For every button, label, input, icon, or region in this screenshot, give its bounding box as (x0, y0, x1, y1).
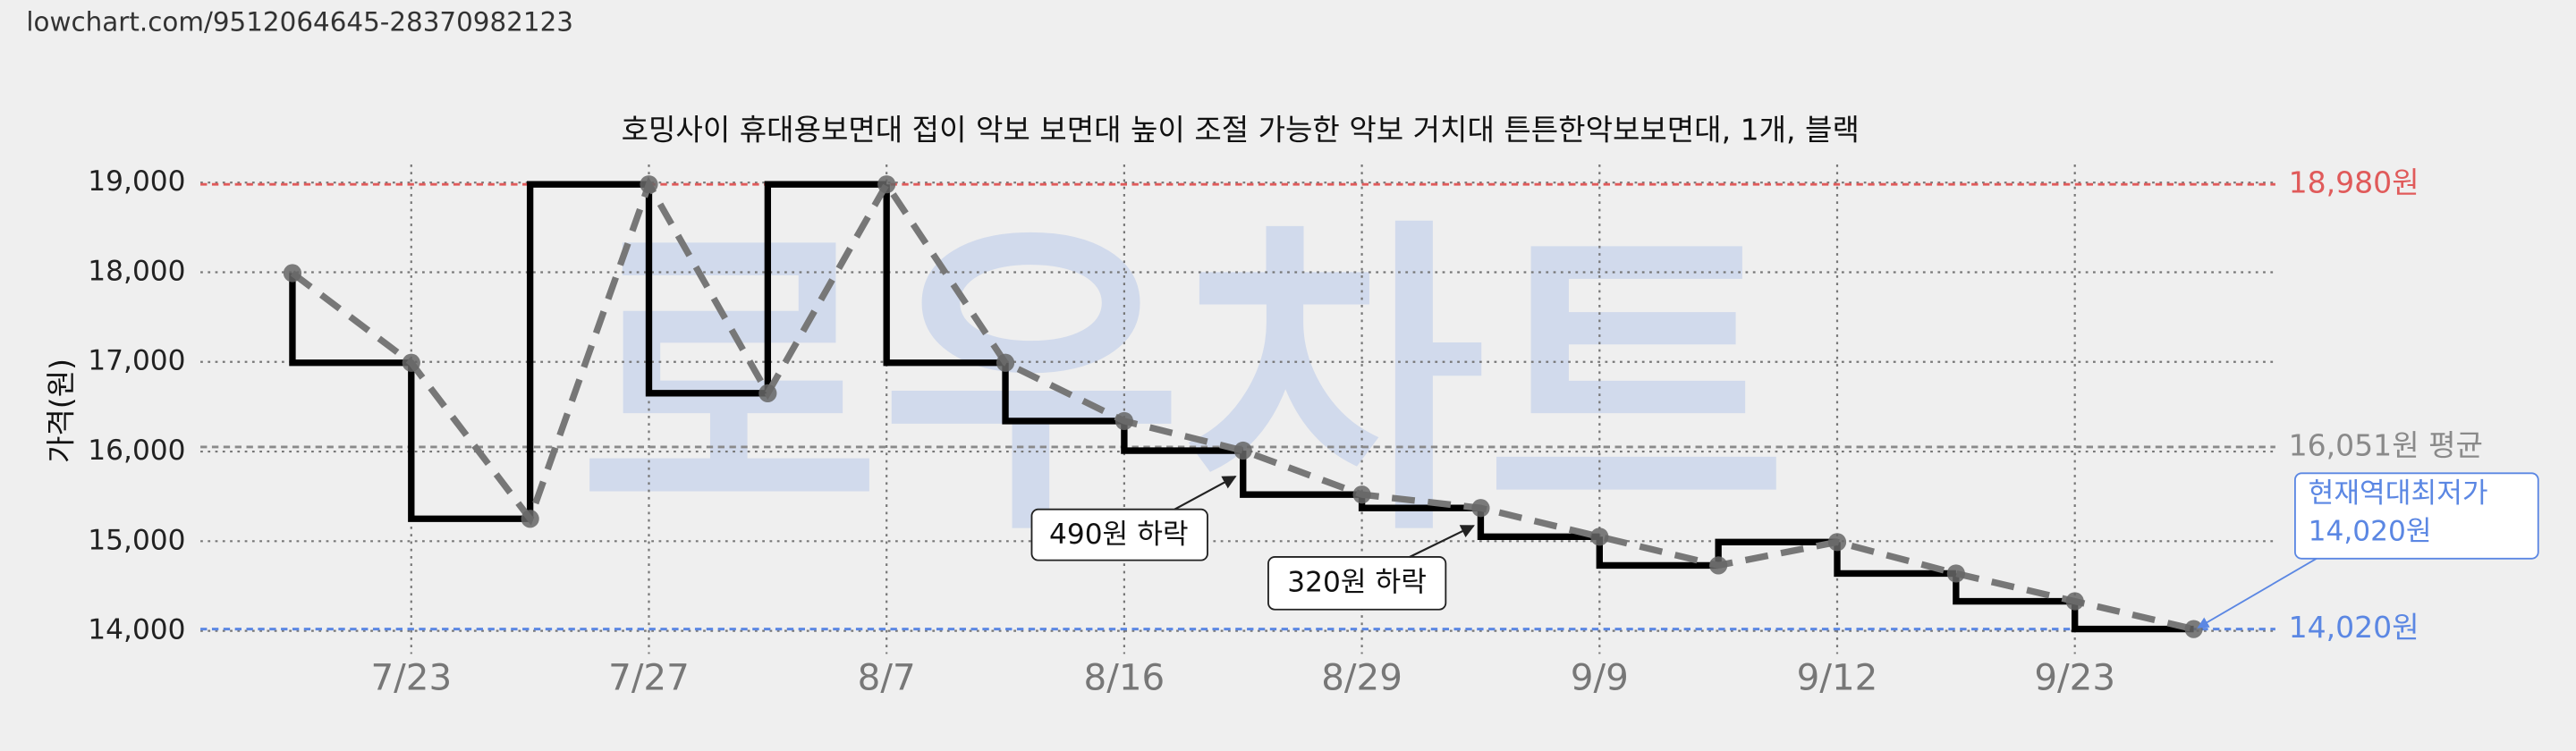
price-step (883, 184, 1006, 367)
price-point (402, 353, 420, 372)
price-step (289, 273, 411, 367)
x-tick-label: 8/7 (858, 656, 916, 699)
price-step (645, 184, 768, 397)
annotation-box (2294, 472, 2539, 560)
x-tick-label: 8/16 (1084, 656, 1165, 699)
annotation: 490원 하락 (1049, 519, 1189, 551)
x-tick-label: 9/12 (1797, 656, 1878, 699)
y-tick-label: 18,000 (88, 255, 185, 287)
price-point (1590, 527, 1609, 546)
price-step (1834, 542, 1956, 578)
y-tick-label: 17,000 (88, 345, 185, 377)
y-tick-label: 15,000 (88, 524, 185, 556)
price-step (1477, 508, 1600, 540)
price-step (2072, 601, 2194, 633)
price-point (877, 175, 896, 194)
price-point (1114, 411, 1133, 431)
y-axis-label: 가격(원) (43, 359, 78, 463)
price-point (1352, 485, 1371, 504)
price-step (1121, 420, 1243, 454)
price-point (2065, 592, 2084, 611)
annotation-arrow (1409, 525, 1475, 558)
reference-label: 18,980원 (2289, 165, 2419, 200)
y-tick-label: 14,000 (88, 614, 185, 646)
price-point (640, 175, 658, 194)
x-tick-label: 7/23 (370, 656, 452, 699)
annotation-arrow (2197, 558, 2318, 629)
x-tick-label: 9/9 (1571, 656, 1629, 699)
y-tick-label: 16,000 (88, 435, 185, 467)
chart-title: 호밍사이 휴대용보면대 접이 악보 보면대 높이 조절 가능한 악보 거치대 튼… (622, 113, 1860, 148)
price-point (1709, 556, 1728, 575)
price-step (1596, 536, 1719, 570)
plot (283, 175, 2203, 638)
annotation-box (1267, 556, 1447, 611)
annotation: 현재역대최저가 (2309, 477, 2488, 510)
price-point (283, 264, 302, 283)
url: lowchart.com/9512064645-28370982123 (26, 7, 573, 38)
price-step (526, 181, 649, 519)
price-step (408, 362, 530, 522)
price-step (1002, 362, 1124, 425)
x-tick-label: 9/23 (2034, 656, 2115, 699)
price-point (1471, 499, 1490, 518)
price-point (758, 384, 777, 402)
price-point (2184, 620, 2203, 638)
reference-label: 14,020원 (2289, 610, 2419, 645)
annotation-arrow (1174, 475, 1237, 511)
price-point (1233, 441, 1252, 460)
price-point (996, 353, 1015, 372)
annotation-box (1030, 508, 1208, 561)
x-tick-label: 8/29 (1321, 656, 1402, 699)
reference-label: 16,051원 평균 (2289, 427, 2483, 462)
price-step (1953, 573, 2075, 605)
price-point (1946, 564, 1965, 583)
annotations: 490원 하락 320원 하락 현재역대최저가 14,020원 (1030, 472, 2539, 629)
annotation: 14,020원 (2309, 515, 2432, 547)
price-step (1240, 451, 1362, 498)
price-point (1827, 533, 1847, 552)
annotation: 320원 하락 (1287, 566, 1427, 598)
y-tick-label: 19,000 (88, 165, 185, 198)
price-step (764, 181, 887, 393)
trend-line (290, 176, 2195, 633)
price-point (521, 510, 539, 528)
x-tick-label: 7/27 (608, 656, 690, 699)
